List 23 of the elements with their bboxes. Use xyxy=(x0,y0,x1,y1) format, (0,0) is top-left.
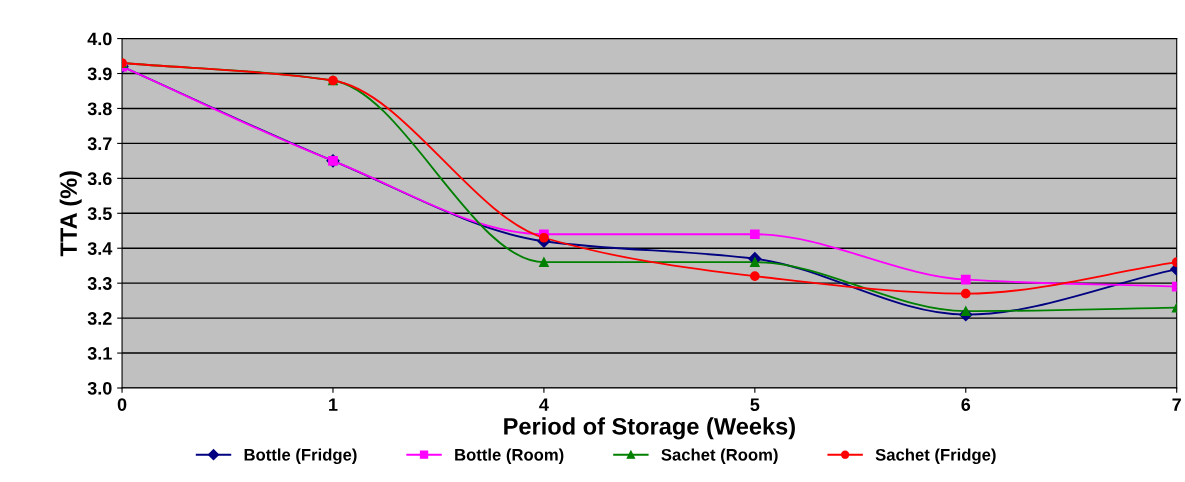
x-tick-label: 6 xyxy=(961,398,971,411)
x-tick-label: 1 xyxy=(329,398,338,411)
y-tick-label: 3.1 xyxy=(87,347,112,360)
x-tick-label: 7 xyxy=(1172,398,1181,411)
legend-label: Bottle (Fridge) xyxy=(244,448,357,465)
y-tick-label: 3.5 xyxy=(87,207,112,221)
y-tick-label: 3.4 xyxy=(87,242,113,255)
legend-label: Sachet (Room) xyxy=(661,448,778,464)
y-tick-label: 3.2 xyxy=(87,312,112,325)
y-tick-label: 3.8 xyxy=(87,102,112,116)
x-tick-label: 5 xyxy=(750,398,760,411)
y-tick-label: 3.3 xyxy=(87,277,112,290)
y-tick-label: 3.9 xyxy=(87,67,112,81)
y-tick-label: 4.0 xyxy=(87,32,112,46)
y-tick-label: 3.0 xyxy=(87,381,112,395)
y-tick-label: 3.7 xyxy=(87,137,112,151)
x-tick-label: 0 xyxy=(117,398,127,411)
x-axis-title: Period of Storage (Weeks) xyxy=(504,417,795,440)
y-tick-label: 3.6 xyxy=(87,172,112,186)
legend-label: Sachet (Fridge) xyxy=(875,448,996,465)
x-tick-label: 4 xyxy=(539,398,549,411)
y-axis-title: TTA (%) xyxy=(59,171,82,257)
legend-label: Bottle (Room) xyxy=(455,448,564,464)
